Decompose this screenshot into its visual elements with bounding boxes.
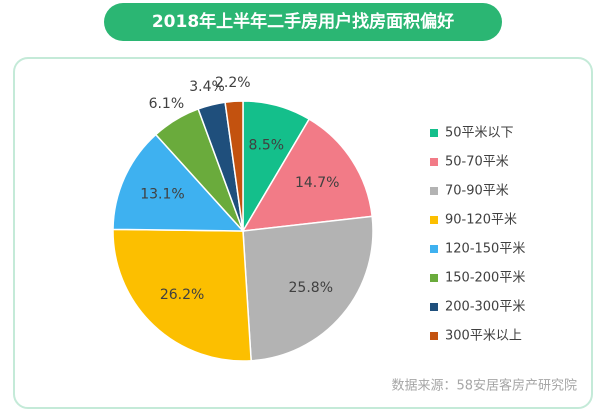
legend-swatch [430, 332, 438, 340]
legend-label: 200-300平米 [445, 300, 525, 315]
legend-label: 90-120平米 [445, 213, 517, 228]
pie-slice [224, 100, 244, 232]
data-label: 3.4% [189, 79, 225, 95]
data-label: 14.7% [295, 175, 339, 191]
source-note: 数据来源：58安居客房产研究院 [391, 378, 577, 394]
data-label: 2.2% [215, 75, 251, 91]
legend-label: 50平米以下 [445, 126, 514, 141]
pie-slice [242, 215, 374, 362]
data-label: 25.8% [289, 280, 333, 296]
data-label: 8.5% [249, 138, 285, 154]
data-label: 26.2% [160, 287, 204, 303]
legend-swatch [430, 129, 438, 137]
legend-label: 150-200平米 [445, 271, 525, 286]
data-label: 13.1% [140, 187, 184, 203]
legend-swatch [430, 274, 438, 282]
pie-slice [112, 133, 245, 232]
legend-swatch [430, 187, 438, 195]
legend-label: 70-90平米 [445, 184, 509, 199]
pie-slice [241, 118, 373, 232]
data-label: 6.1% [149, 96, 185, 112]
legend-label: 300平米以上 [445, 329, 522, 344]
legend-swatch [430, 216, 438, 224]
legend-swatch [430, 245, 438, 253]
title-pill [104, 3, 502, 41]
legend-swatch [430, 158, 438, 166]
legend-label: 50-70平米 [445, 155, 509, 170]
chart-title: 2018年上半年二手房用户找房面积偏好 [152, 11, 454, 32]
legend-swatch [430, 303, 438, 311]
pie-slice [112, 228, 252, 362]
legend-label: 120-150平米 [445, 242, 525, 257]
